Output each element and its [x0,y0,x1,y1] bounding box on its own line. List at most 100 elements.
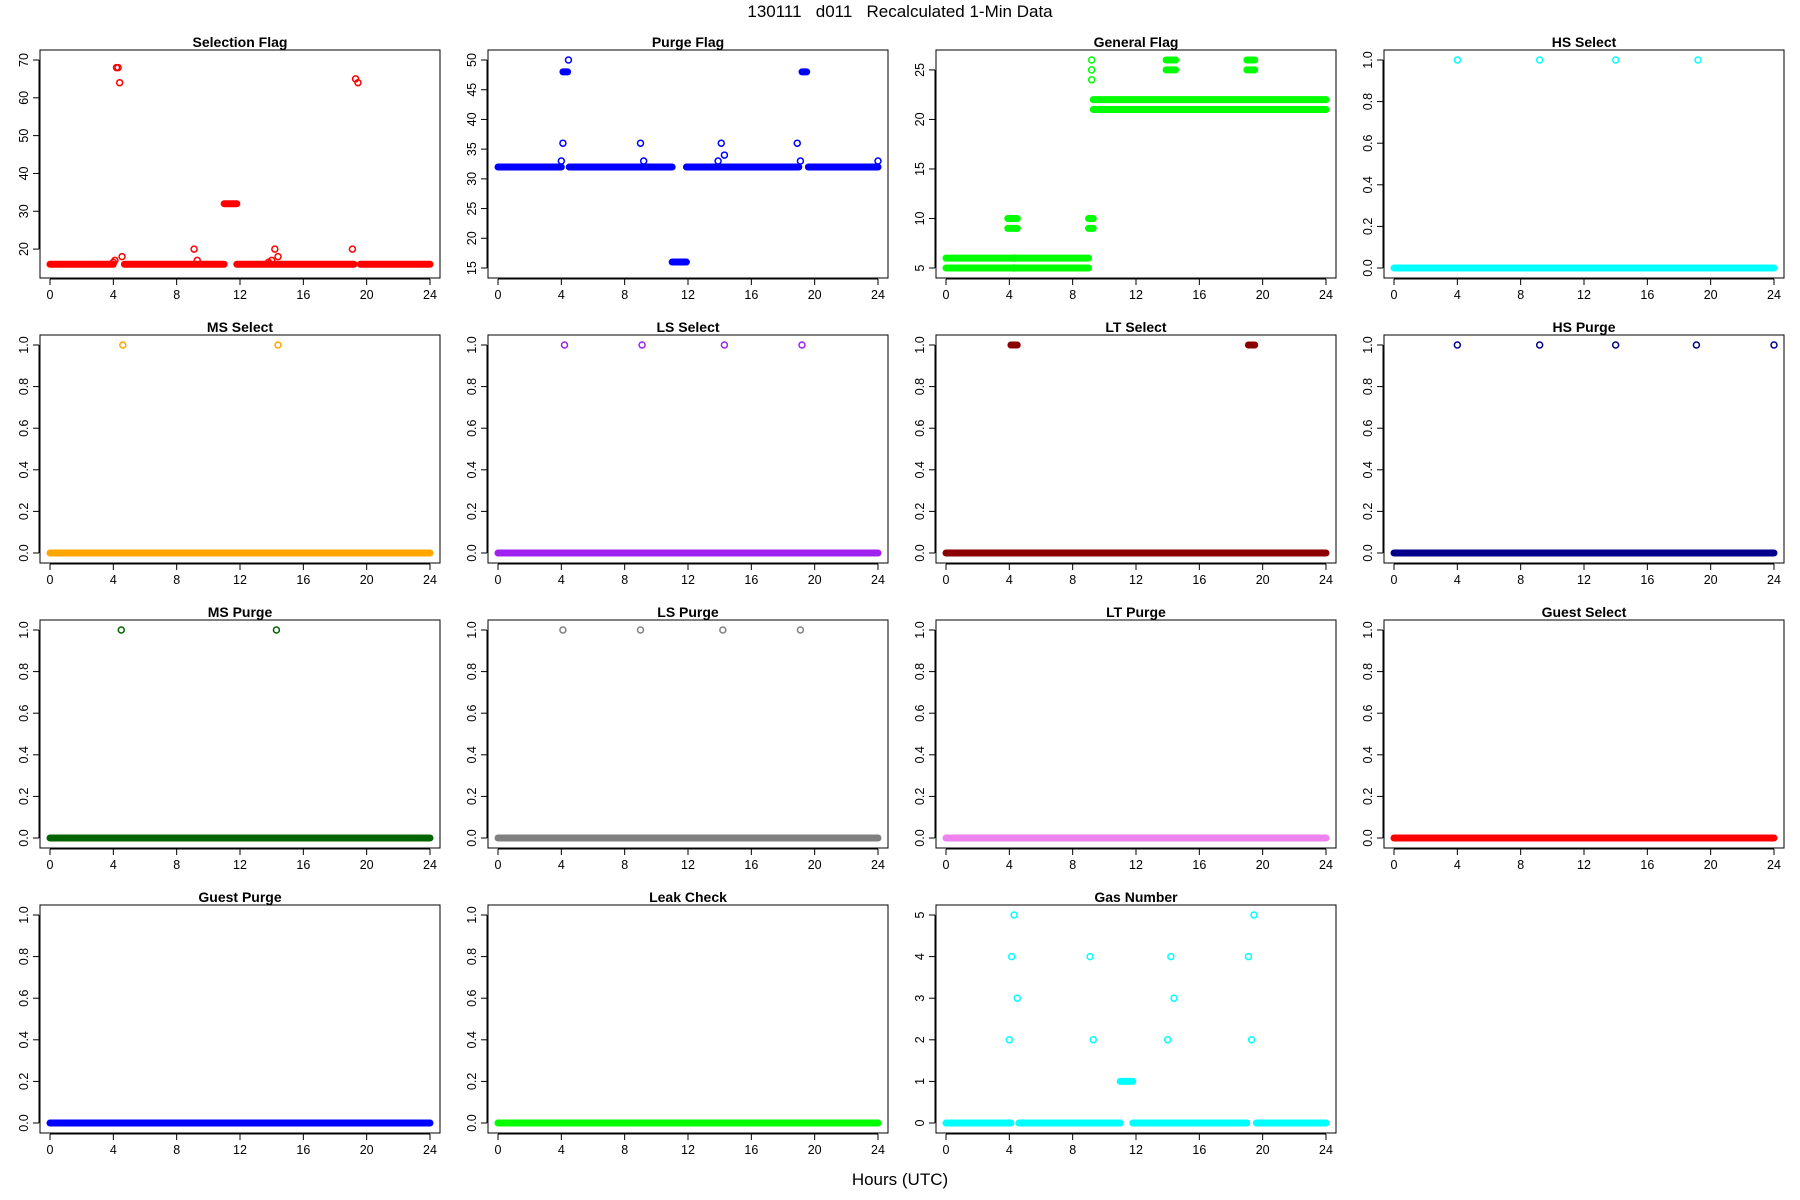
y-tick-label: 0.4 [1361,176,1375,193]
y-tick-label: 20 [913,112,927,126]
x-tick-label: 8 [1069,288,1076,302]
y-tick-label: 30 [17,204,31,218]
panel-title: LS Select [656,319,719,335]
y-tick-label: 0.8 [465,663,479,680]
x-tick-label: 12 [681,1143,695,1157]
x-tick-label: 20 [1704,288,1718,302]
data-point [111,256,119,265]
x-tick-label: 8 [173,858,180,872]
data-point [1010,264,1018,272]
y-tick-label: 0.0 [913,829,927,846]
y-tick-label: 0.6 [1361,419,1375,436]
x-tick-label: 4 [1006,573,1013,587]
data-point [1087,66,1096,74]
x-tick-label: 8 [621,1143,628,1157]
data-point [118,252,126,261]
y-tick-label: 60 [17,91,31,105]
x-tick-label: 12 [1577,573,1591,587]
data-point [274,252,282,261]
data-point [796,626,805,634]
y-tick-label: 70 [17,53,31,67]
x-tick-label: 16 [296,858,310,872]
y-tick-label: 0.8 [17,378,31,395]
x-tick-label: 24 [1767,288,1781,302]
x-tick-label: 24 [871,858,885,872]
y-tick-label: 0.2 [913,503,927,520]
data-point [1535,341,1544,349]
x-tick-label: 8 [173,573,180,587]
plot-frame [487,334,889,564]
y-tick-label: 0.4 [465,461,479,478]
plot-frame [1383,49,1785,279]
y-tick-label: 0.0 [913,544,927,561]
y-tick-label: 0.8 [1361,93,1375,110]
panel-purge-flag: Purge Flag 0 4 8 12 16 20 24 15 20 25 30 35 40 45 50 [465,34,889,302]
data-point [1247,1036,1256,1044]
x-axis-label: Hours (UTC) [851,1170,949,1189]
x-tick-label: 20 [1704,573,1718,587]
data-point [638,341,646,349]
y-tick-label: 1.0 [465,621,479,638]
y-tick-label: 0.2 [17,788,31,805]
x-tick-label: 4 [110,858,117,872]
plot-frame [935,334,1337,564]
x-tick-label: 20 [1256,858,1270,872]
x-tick-label: 12 [233,288,247,302]
x-tick-label: 24 [423,573,437,587]
panel-lt-purge: LT Purge 0 4 8 12 16 20 24 0.0 0.2 0.4 0.6 0.8 1.0 [913,604,1337,872]
y-tick-label: 1.0 [17,336,31,353]
x-tick-label: 8 [1069,858,1076,872]
x-tick-label: 24 [1319,1143,1333,1157]
x-tick-label: 12 [1129,288,1143,302]
panel-title: HS Purge [1552,319,1615,335]
data-point [114,63,122,72]
data-point [354,78,362,87]
y-tick-label: 0.6 [1361,134,1375,151]
x-tick-label: 20 [360,1143,374,1157]
data-point [1086,952,1094,961]
x-tick-label: 12 [681,573,695,587]
data-point [1005,1036,1014,1044]
data-point [193,256,201,265]
y-tick-label: 40 [465,112,479,126]
data-point [636,139,645,147]
x-tick-label: 16 [744,1143,758,1157]
plot-frame [39,619,441,849]
panel-title: MS Select [207,319,273,335]
y-tick-label: 0.2 [17,1073,31,1090]
x-tick-label: 16 [744,858,758,872]
y-tick-label: 0.2 [913,788,927,805]
panel-ms-select: MS Select 0 4 8 12 16 20 24 0.0 0.2 0.4 0.6 0.8 1.0 [17,319,441,587]
x-tick-label: 8 [1069,1143,1076,1157]
y-tick-label: 40 [17,166,31,180]
y-tick-label: 0.2 [465,503,479,520]
x-tick-label: 12 [1577,858,1591,872]
data-point [1694,56,1702,64]
x-tick-label: 24 [871,1143,885,1157]
y-tick-label: 0.0 [465,1114,479,1131]
y-tick-label: 0.4 [913,461,927,478]
panel-ls-select: LS Select 0 4 8 12 16 20 24 0.0 0.2 0.4 0.6 0.8 1.0 [465,319,889,587]
panel-guest-select: Guest Select 0 4 8 12 16 20 24 0.0 0.2 0.4 0.6 0.8 1.… [1361,604,1785,872]
panel-ls-purge: LS Purge 0 4 8 12 16 20 24 0.0 0.2 0.4 0.6 0.8 1.0 [465,604,889,872]
y-tick-label: 0 [913,1119,927,1126]
y-tick-label: 0.8 [913,663,927,680]
x-tick-label: 4 [558,573,565,587]
data-point [717,139,725,147]
panel-hs-select: HS Select 0 4 8 12 16 20 24 0.0 0.2 0.4 0.6 0.8 1.0 [1361,34,1785,302]
data-point [798,341,806,349]
y-tick-label: 0.0 [465,829,479,846]
x-tick-label: 16 [1640,573,1654,587]
y-tick-label: 0.4 [465,1031,479,1048]
y-tick-label: 0.8 [913,378,927,395]
y-tick-label: 0.4 [1361,461,1375,478]
panel-title: Guest Select [1542,604,1627,620]
y-tick-label: 1.0 [1361,621,1375,638]
x-tick-label: 4 [558,1143,565,1157]
data-point [559,626,567,634]
y-tick-label: 10 [913,211,927,225]
plot-frame [935,904,1337,1134]
x-tick-label: 4 [1006,1143,1013,1157]
x-tick-label: 0 [47,288,54,302]
